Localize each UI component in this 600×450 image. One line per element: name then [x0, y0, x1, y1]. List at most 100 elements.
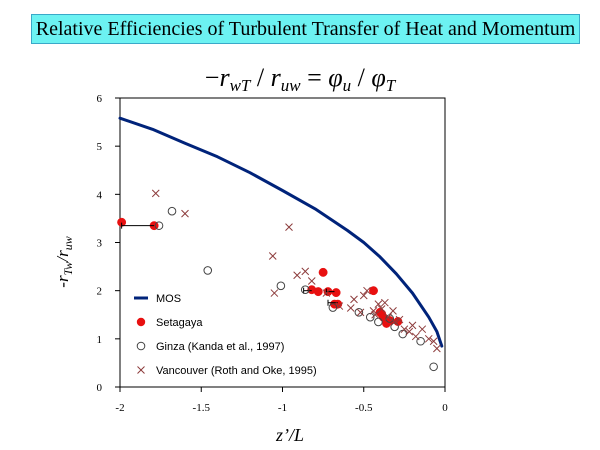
vancouver-point-stroke-b — [285, 223, 293, 231]
vancouver-point — [390, 318, 399, 326]
slide-title: Relative Efficiencies of Turbulent Trans… — [31, 14, 580, 44]
vancouver-point — [322, 289, 331, 297]
vancouver-point-stroke-b — [350, 295, 358, 304]
x-tick-label: -0.5 — [355, 402, 373, 414]
vancouver-point-stroke-b — [374, 300, 383, 309]
y-axis-label-sub-tw: Tw — [61, 261, 75, 276]
formula-minus: − — [204, 63, 220, 92]
setagaya-point — [331, 288, 341, 298]
y-tick-label: 1 — [97, 334, 103, 346]
vancouver-point — [285, 223, 293, 231]
vancouver-point — [408, 321, 417, 330]
vancouver-point — [411, 332, 420, 341]
vancouver-point — [424, 334, 433, 343]
ginza-point — [167, 206, 177, 216]
vancouver-point-stroke-b — [270, 289, 279, 297]
vancouver-point — [369, 307, 378, 315]
vancouver-point-stroke-b — [346, 304, 355, 312]
x-tick-label: 0 — [442, 402, 448, 414]
vancouver-point — [418, 325, 427, 334]
x-axis-label: z’/L — [275, 425, 304, 445]
vancouver-point — [389, 307, 397, 315]
vancouver-point-stroke-b — [389, 307, 397, 315]
ginza-point — [354, 308, 364, 317]
series-group — [117, 116, 444, 372]
vancouver-point-stroke-b — [429, 337, 438, 346]
setagaya-point — [369, 286, 378, 296]
vancouver-point — [384, 313, 392, 322]
vancouver-point — [359, 291, 368, 300]
vancouver-point-stroke-b — [433, 344, 441, 353]
vancouver-point — [151, 189, 160, 198]
ginza-point — [203, 266, 213, 275]
legend-label: Vancouver (Roth and Oke, 1995) — [156, 365, 317, 377]
y-tick-label: 6 — [97, 93, 103, 105]
vancouver-point-stroke-b — [405, 327, 414, 336]
ginza-point — [300, 285, 310, 295]
vancouver-point-stroke-b — [181, 209, 189, 218]
vancouver-point — [350, 295, 358, 304]
formula-equals: = — [300, 63, 329, 92]
ginza-point — [374, 317, 383, 327]
vancouver-point-stroke-b — [381, 298, 389, 307]
formula-r-wt-sub: wT — [229, 76, 251, 95]
vancouver-point-stroke-b — [390, 318, 399, 326]
vancouver-point — [405, 327, 414, 336]
formula-r-uw-sub: uw — [280, 76, 301, 95]
vancouver-point — [270, 289, 279, 297]
vancouver-point — [307, 277, 316, 285]
ginza-point — [328, 303, 338, 312]
setagaya-point — [318, 267, 328, 277]
legend-label: Setagaya — [156, 317, 203, 329]
y-tick-label: 0 — [97, 382, 103, 394]
vancouver-point-stroke-b — [424, 334, 433, 343]
vancouver-point — [381, 298, 389, 307]
ginza-point — [390, 322, 399, 332]
vancouver-point-stroke-b — [359, 291, 368, 300]
formula-title: −rwT / ruw = φu / φT — [160, 58, 440, 98]
legend-ginza-swatch — [136, 341, 146, 351]
ginza-point — [385, 314, 395, 323]
y-axis-label-prefix: -r — [53, 275, 72, 288]
legend-vancouver-swatch — [137, 366, 145, 374]
vancouver-point-stroke-b — [151, 189, 160, 198]
y-tick-label: 3 — [97, 238, 103, 250]
vancouver-point — [377, 305, 386, 313]
vancouver-point — [346, 304, 355, 312]
vancouver-point — [268, 252, 277, 260]
y-tick-label: 2 — [97, 286, 103, 298]
y-axis-label-mid: /r — [53, 250, 72, 262]
vancouver-point-stroke-b — [400, 325, 409, 334]
vancouver-point-stroke-b — [411, 332, 420, 341]
vancouver-point-stroke-b — [268, 252, 277, 260]
y-tick-label: 4 — [97, 189, 103, 201]
vancouver-point-stroke-b — [356, 308, 365, 317]
y-tick-label: 5 — [97, 141, 103, 153]
x-tick-label: -1 — [278, 402, 287, 414]
legend-label: MOS — [156, 293, 181, 305]
vancouver-point — [293, 271, 301, 280]
vancouver-point — [363, 286, 371, 295]
formula-phi-u: φ — [328, 63, 343, 92]
ginza-point — [276, 281, 286, 291]
ginza-point — [154, 221, 164, 230]
vancouver-point — [301, 267, 310, 276]
x-tick-label: -2 — [115, 402, 124, 414]
x-tick-label: -1.5 — [193, 402, 211, 414]
vancouver-point-stroke-b — [418, 325, 427, 334]
legend-setagaya-swatch — [136, 317, 146, 327]
vancouver-point-stroke-b — [384, 313, 392, 322]
vancouver-point-stroke-b — [293, 271, 301, 280]
vancouver-point — [429, 337, 438, 346]
vancouver-point — [371, 310, 379, 319]
vancouver-point — [181, 209, 189, 218]
y-axis-label: -rTw/ruw — [53, 207, 77, 317]
vancouver-point — [433, 344, 441, 353]
formula-r-uw: r — [270, 63, 281, 92]
formula-r-wt: r — [219, 63, 230, 92]
vancouver-point — [395, 315, 404, 324]
vancouver-point — [374, 300, 383, 309]
setagaya-point — [313, 287, 323, 297]
vancouver-point-stroke-b — [377, 305, 386, 313]
